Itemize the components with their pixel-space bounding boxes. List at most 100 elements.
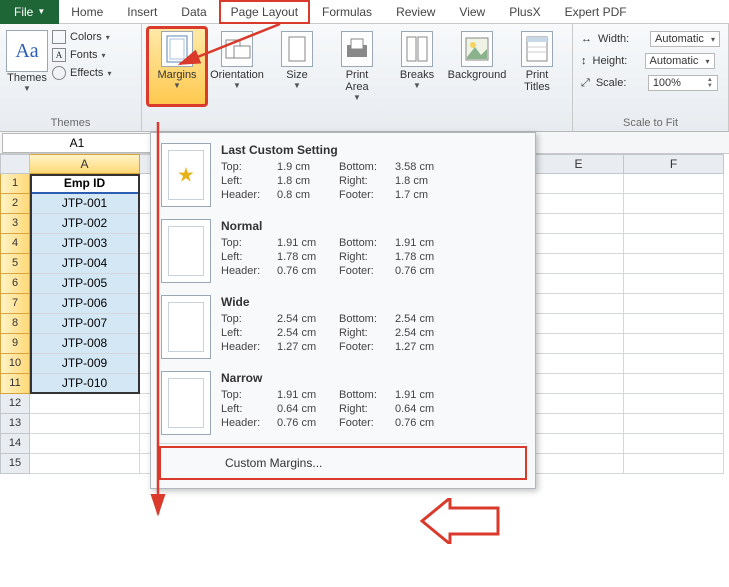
cell[interactable] xyxy=(534,434,624,454)
cell[interactable] xyxy=(30,434,140,454)
cell[interactable]: JTP-002 xyxy=(30,214,140,234)
cell[interactable] xyxy=(30,454,140,474)
cell[interactable]: JTP-007 xyxy=(30,314,140,334)
background-icon xyxy=(461,31,493,67)
cell[interactable] xyxy=(534,374,624,394)
tab-plusx[interactable]: PlusX xyxy=(497,0,552,24)
row-header[interactable]: 15 xyxy=(0,454,30,474)
tab-insert[interactable]: Insert xyxy=(115,0,169,24)
width-select[interactable]: Automatic▾ xyxy=(650,31,720,47)
cell[interactable] xyxy=(30,414,140,434)
row-header[interactable]: 6 xyxy=(0,274,30,294)
row-header[interactable]: 11 xyxy=(0,374,30,394)
row-header[interactable]: 4 xyxy=(0,234,30,254)
tab-view[interactable]: View xyxy=(447,0,497,24)
cell[interactable] xyxy=(624,454,724,474)
cell[interactable] xyxy=(534,174,624,194)
tab-formulas[interactable]: Formulas xyxy=(310,0,384,24)
cell[interactable] xyxy=(534,194,624,214)
row-header[interactable]: 7 xyxy=(0,294,30,314)
row-header[interactable]: 1 xyxy=(0,174,30,194)
row-header[interactable]: 12 xyxy=(0,394,30,414)
row-header[interactable]: 9 xyxy=(0,334,30,354)
page-icon xyxy=(161,371,211,435)
select-all-corner[interactable] xyxy=(0,154,30,174)
row-header[interactable]: 5 xyxy=(0,254,30,274)
cell[interactable] xyxy=(624,274,724,294)
row-header[interactable]: 3 xyxy=(0,214,30,234)
name-box[interactable]: A1 xyxy=(2,133,152,153)
tab-expert-pdf[interactable]: Expert PDF xyxy=(553,0,639,24)
fonts-icon: A xyxy=(52,48,66,62)
col-header-F[interactable]: F xyxy=(624,154,724,174)
tab-review[interactable]: Review xyxy=(384,0,447,24)
scale-input[interactable]: 100%▲▼ xyxy=(648,75,718,91)
cell[interactable]: JTP-008 xyxy=(30,334,140,354)
row-header[interactable]: 14 xyxy=(0,434,30,454)
orientation-button[interactable]: Orientation▼ xyxy=(208,28,266,105)
cell[interactable] xyxy=(624,354,724,374)
cell[interactable] xyxy=(624,314,724,334)
tab-page-layout[interactable]: Page Layout xyxy=(219,0,310,24)
cell[interactable]: JTP-003 xyxy=(30,234,140,254)
print-area-button[interactable]: Print Area▼ xyxy=(328,28,386,105)
cell[interactable] xyxy=(534,394,624,414)
cell[interactable] xyxy=(624,434,724,454)
cell[interactable]: JTP-004 xyxy=(30,254,140,274)
cell[interactable] xyxy=(534,414,624,434)
cell[interactable] xyxy=(534,454,624,474)
breaks-icon xyxy=(401,31,433,67)
cell-A1[interactable]: Emp ID xyxy=(30,174,140,194)
cell[interactable] xyxy=(534,314,624,334)
col-header-A[interactable]: A xyxy=(30,154,140,174)
row-header[interactable]: 8 xyxy=(0,314,30,334)
margins-option-normal[interactable]: Normal Top:1.91 cmBottom:1.91 cm Left:1.… xyxy=(151,213,535,289)
row-header[interactable]: 2 xyxy=(0,194,30,214)
cell[interactable] xyxy=(624,294,724,314)
cell[interactable] xyxy=(534,294,624,314)
col-header-E[interactable]: E xyxy=(534,154,624,174)
cell[interactable] xyxy=(624,254,724,274)
height-select[interactable]: Automatic▾ xyxy=(645,53,715,69)
page-icon xyxy=(161,295,211,359)
margins-option-last-custom[interactable]: Last Custom Setting Top:1.9 cmBottom:3.5… xyxy=(151,137,535,213)
cell[interactable] xyxy=(624,174,724,194)
colors-button[interactable]: Colors▾ xyxy=(52,30,111,44)
cell[interactable] xyxy=(624,234,724,254)
cell[interactable] xyxy=(534,234,624,254)
cell[interactable]: JTP-005 xyxy=(30,274,140,294)
size-button[interactable]: Size▼ xyxy=(268,28,326,105)
themes-group: Aa Themes ▼ Colors▾ AFonts▾ Effects▾ The… xyxy=(0,24,142,131)
breaks-button[interactable]: Breaks▼ xyxy=(388,28,446,105)
cell[interactable] xyxy=(534,274,624,294)
print-titles-button[interactable]: Print Titles xyxy=(508,28,566,105)
cell[interactable] xyxy=(534,354,624,374)
row-header[interactable]: 10 xyxy=(0,354,30,374)
tab-home[interactable]: Home xyxy=(59,0,115,24)
cell[interactable] xyxy=(624,374,724,394)
cell[interactable] xyxy=(624,394,724,414)
cell[interactable] xyxy=(30,394,140,414)
margins-option-wide[interactable]: Wide Top:2.54 cmBottom:2.54 cm Left:2.54… xyxy=(151,289,535,365)
cell[interactable]: JTP-001 xyxy=(30,194,140,214)
cell[interactable] xyxy=(534,334,624,354)
fonts-button[interactable]: AFonts▾ xyxy=(52,48,111,62)
margins-option-narrow[interactable]: Narrow Top:1.91 cmBottom:1.91 cm Left:0.… xyxy=(151,365,535,441)
cell[interactable] xyxy=(624,214,724,234)
cell[interactable]: JTP-009 xyxy=(30,354,140,374)
effects-button[interactable]: Effects▾ xyxy=(52,66,111,80)
tab-data[interactable]: Data xyxy=(169,0,218,24)
cell[interactable] xyxy=(624,334,724,354)
cell[interactable] xyxy=(534,214,624,234)
row-header[interactable]: 13 xyxy=(0,414,30,434)
custom-margins-button[interactable]: Custom Margins... xyxy=(159,446,527,480)
cell[interactable]: JTP-006 xyxy=(30,294,140,314)
cell[interactable] xyxy=(624,414,724,434)
cell[interactable] xyxy=(534,254,624,274)
themes-button[interactable]: Aa Themes ▼ xyxy=(6,30,48,93)
file-tab[interactable]: File ▼ xyxy=(0,0,59,24)
margins-button[interactable]: Margins ▼ xyxy=(148,28,206,105)
cell[interactable]: JTP-010 xyxy=(30,374,140,394)
cell[interactable] xyxy=(624,194,724,214)
background-button[interactable]: Background xyxy=(448,28,506,105)
